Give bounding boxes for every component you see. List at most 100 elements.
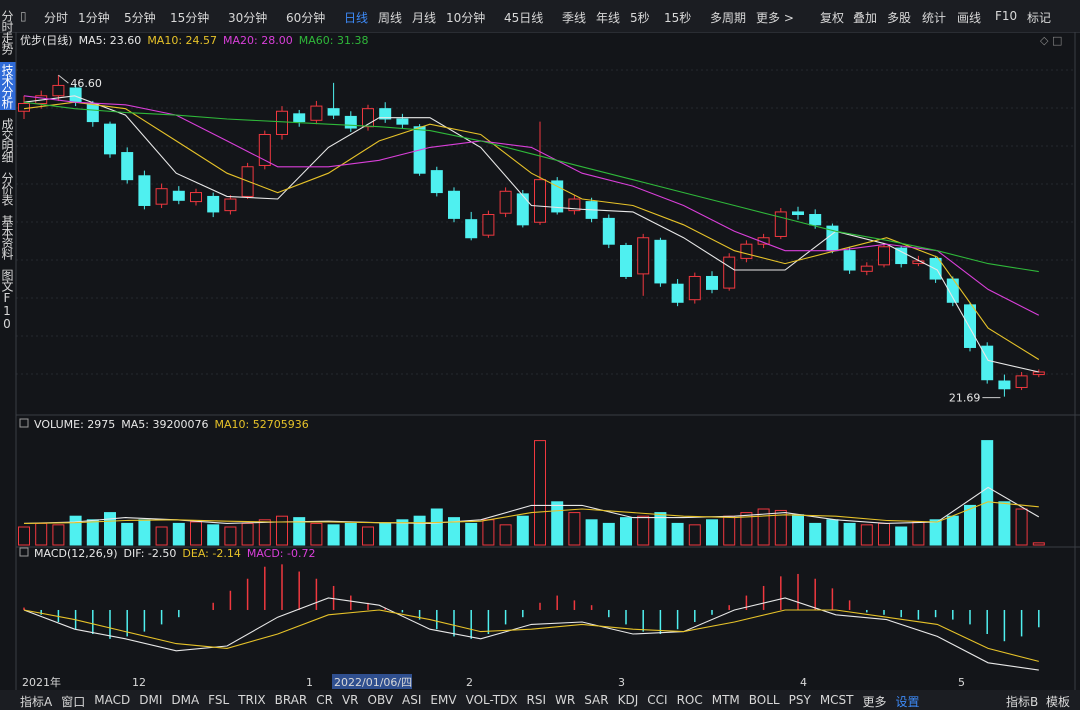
tool-button[interactable]: 统计 <box>922 11 947 25</box>
tool-button[interactable]: F10 <box>995 9 1018 23</box>
period-tab[interactable]: 15秒 <box>664 11 692 25</box>
legend-icon <box>19 547 29 557</box>
indicator-tab[interactable]: DMA <box>171 693 200 707</box>
volume-bar <box>1032 542 1045 546</box>
indicator-tab[interactable]: SAR <box>584 693 609 707</box>
indicator-tab[interactable]: BRAR <box>274 693 308 707</box>
indicator-tab[interactable]: 窗口 <box>61 695 86 709</box>
side-tab[interactable]: 图文F10 <box>0 269 14 330</box>
side-tab[interactable]: 成交明细 <box>0 118 14 162</box>
candle-body <box>430 170 443 194</box>
candle-body <box>602 217 615 245</box>
indicator-tab[interactable]: ASI <box>402 693 422 707</box>
volume-bar <box>568 512 581 546</box>
period-tab[interactable]: 分时 <box>44 11 69 25</box>
period-tab[interactable]: 15分钟 <box>170 11 210 25</box>
candle-body <box>792 211 804 216</box>
candle-body <box>878 246 890 266</box>
volume-bar <box>792 514 804 546</box>
indicator-tab[interactable]: BOLL <box>748 693 780 707</box>
period-tab[interactable]: 5分钟 <box>124 11 156 25</box>
volume-bar <box>344 522 357 546</box>
indicator-line <box>23 609 1039 662</box>
side-tabs: 分时走势技术分析成交明细分价表基本资料图文F10 <box>0 8 16 338</box>
indicator-tab[interactable]: TRIX <box>238 693 266 707</box>
period-tab[interactable]: 5秒 <box>630 11 650 25</box>
period-tab[interactable]: 1分钟 <box>78 11 110 25</box>
volume-bar <box>172 522 185 546</box>
indicator-tab[interactable]: CCI <box>647 693 668 707</box>
volume-bar <box>637 515 650 546</box>
candle-body <box>155 188 168 205</box>
indicator-tab[interactable]: 模板 <box>1046 695 1071 709</box>
indicator-tab[interactable]: KDJ <box>617 693 639 707</box>
period-tab[interactable]: 45日线 <box>504 11 544 25</box>
indicator-tab[interactable]: CR <box>316 693 333 707</box>
volume-bar <box>86 519 99 546</box>
tool-button[interactable]: 画线 <box>957 11 982 25</box>
indicator-tab[interactable]: PSY <box>788 693 811 707</box>
x-axis-label: 5 <box>958 676 965 689</box>
tool-button[interactable]: 标记 <box>1027 11 1052 25</box>
side-tab[interactable]: 基本资料 <box>0 215 14 259</box>
period-tab[interactable]: 年线 <box>596 11 621 25</box>
volume-bar <box>448 517 460 546</box>
side-tab[interactable]: 分时走势 <box>0 10 14 54</box>
candle-body <box>276 110 288 135</box>
volume-bar <box>69 515 82 546</box>
legend-entry: MA20: 28.00 <box>223 34 293 47</box>
volume-bar <box>1015 508 1028 546</box>
indicator-tab[interactable]: FSL <box>208 693 230 707</box>
panel-icons: ◇ □ <box>1040 34 1062 47</box>
indicator-tab[interactable]: MACD <box>94 693 131 707</box>
candle-body <box>895 247 908 265</box>
indicator-tab[interactable]: ROC <box>676 693 703 707</box>
indicator-line <box>23 101 1040 360</box>
indicator-tab[interactable]: DMI <box>139 693 163 707</box>
indicator-tab[interactable]: 更多 <box>862 695 887 709</box>
indicator-line <box>23 95 1040 316</box>
volume-bar <box>52 524 65 546</box>
indicator-tab[interactable]: 指标A <box>20 695 53 709</box>
candle-body <box>706 275 718 290</box>
candle-body <box>551 180 564 213</box>
period-tab[interactable]: 30分钟 <box>228 11 268 25</box>
indicator-line <box>23 597 1039 671</box>
period-tab[interactable]: 10分钟 <box>446 11 486 25</box>
legend-entry: MACD: -0.72 <box>247 547 316 560</box>
legend-entry: MACD(12,26,9) <box>34 547 118 560</box>
indicator-tab[interactable]: 指标B <box>1006 695 1039 709</box>
period-tab[interactable]: 更多 > <box>756 11 794 25</box>
indicator-tab[interactable]: 设置 <box>895 695 920 709</box>
legend-entry: VOLUME: 2975 <box>34 418 115 431</box>
legend-icon <box>19 418 29 428</box>
period-tab[interactable]: 周线 <box>378 11 403 25</box>
indicator-tab[interactable]: WR <box>555 693 576 707</box>
period-tab[interactable]: 季线 <box>562 11 587 25</box>
period-tab[interactable]: 60分钟 <box>286 11 326 25</box>
high-pointer <box>58 74 69 84</box>
side-tab[interactable]: 技术分析 <box>0 62 16 110</box>
indicator-tab[interactable]: MTM <box>711 693 740 707</box>
side-tab[interactable]: 分价表 <box>0 172 14 205</box>
indicator-tab[interactable]: OBV <box>367 693 394 707</box>
tool-button[interactable]: 叠加 <box>853 11 878 25</box>
legend-entry: MA10: 24.57 <box>147 34 217 47</box>
indicator-tab[interactable]: VR <box>341 693 359 707</box>
tool-button[interactable]: 多股 <box>887 11 912 25</box>
period-tab[interactable]: 多周期 <box>710 11 747 25</box>
volume-bar <box>654 512 667 546</box>
candle-body <box>258 133 271 166</box>
indicator-tab[interactable]: VOL-TDX <box>465 693 518 707</box>
period-tab[interactable]: 日线 <box>344 11 369 25</box>
volume-bar <box>379 522 392 546</box>
tool-button[interactable]: 复权 <box>820 11 845 25</box>
indicator-tab[interactable]: MCST <box>819 693 854 707</box>
indicator-tab[interactable]: EMV <box>430 693 457 707</box>
candle-body <box>121 152 134 181</box>
indicator-tab[interactable]: RSI <box>526 693 547 707</box>
volume-bar <box>895 526 908 546</box>
candle-body <box>1015 375 1028 388</box>
candle-body <box>224 198 237 212</box>
period-tab[interactable]: 月线 <box>412 11 437 25</box>
